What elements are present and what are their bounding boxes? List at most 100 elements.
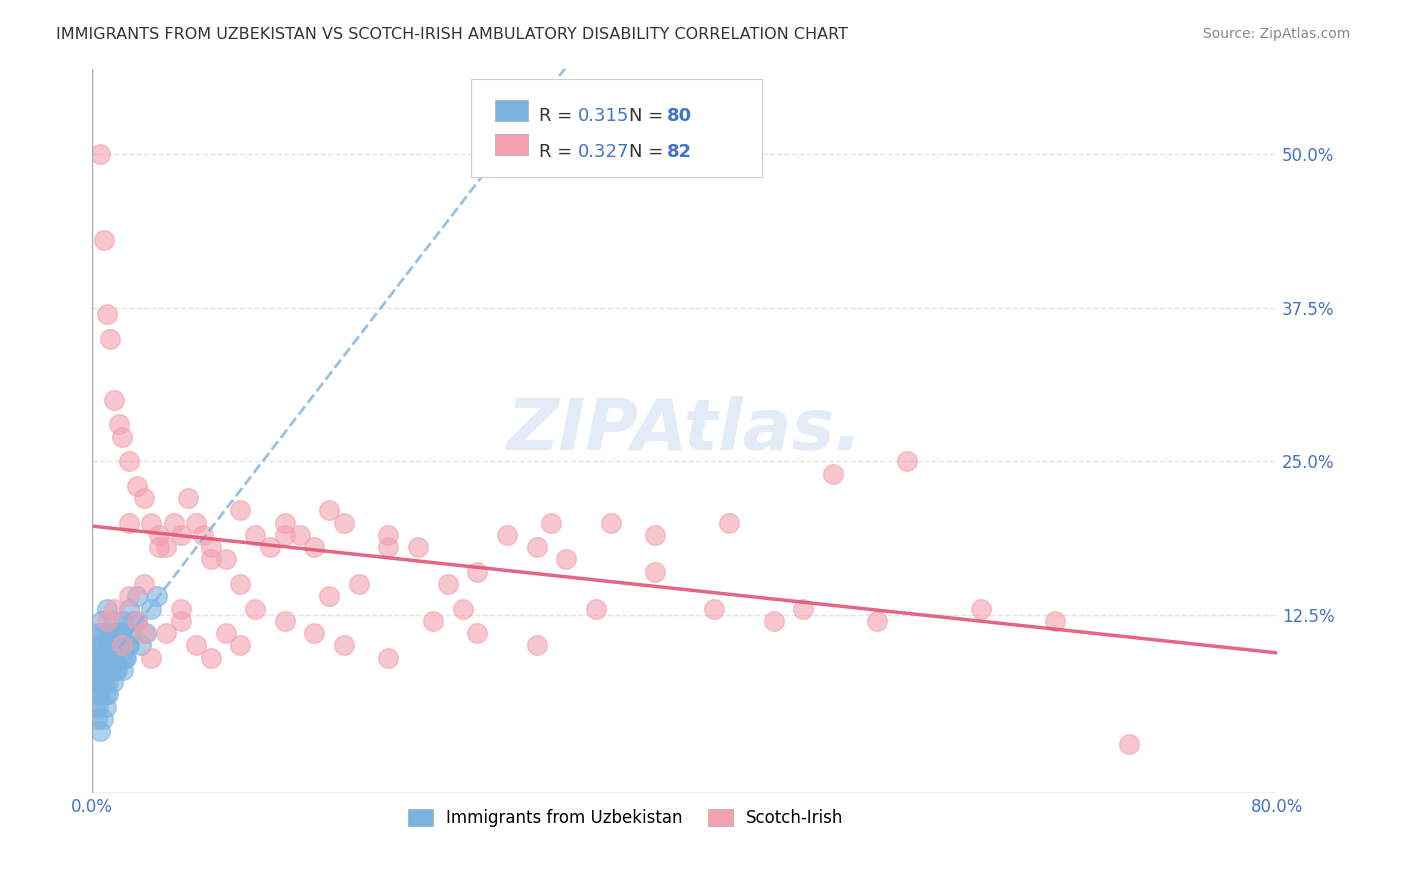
Point (1043, 614, 1066, 628)
Point (496, 528, 519, 542)
Point (118, 639, 141, 653)
Point (90, 663, 112, 677)
Point (644, 528, 666, 542)
Point (105, 639, 128, 653)
Point (94, 626, 117, 640)
Point (792, 601, 814, 615)
Point (243, 601, 266, 615)
Point (377, 650, 399, 665)
Point (93, 675, 115, 690)
Point (377, 528, 399, 542)
Point (94, 663, 117, 677)
Point (170, 601, 193, 615)
Point (115, 650, 138, 665)
Point (122, 614, 145, 628)
Point (87, 699, 110, 714)
Point (718, 516, 741, 530)
Point (103, 650, 125, 665)
Text: 0.327: 0.327 (578, 143, 630, 161)
Point (243, 528, 266, 542)
Point (970, 601, 993, 615)
Point (200, 540, 222, 554)
Point (274, 614, 297, 628)
Point (96, 307, 118, 321)
Point (333, 516, 356, 530)
Point (86, 712, 108, 726)
Point (110, 626, 132, 640)
Point (111, 430, 134, 444)
Point (118, 589, 141, 603)
Point (104, 626, 127, 640)
Point (98, 332, 121, 346)
Point (98, 663, 121, 677)
Point (96, 601, 118, 615)
Point (103, 614, 125, 628)
Legend: Immigrants from Uzbekistan, Scotch-Irish: Immigrants from Uzbekistan, Scotch-Irish (399, 800, 852, 835)
Text: 0.315: 0.315 (578, 107, 630, 125)
Point (347, 577, 370, 591)
Point (96, 614, 118, 628)
Point (91, 675, 114, 690)
Point (762, 614, 785, 628)
Text: N =: N = (628, 107, 669, 125)
Point (100, 639, 122, 653)
Point (703, 601, 725, 615)
Point (118, 454, 141, 468)
Point (132, 491, 155, 505)
Point (100, 626, 122, 640)
Point (94, 663, 117, 677)
Point (377, 540, 399, 554)
Point (214, 626, 236, 640)
Text: R =: R = (538, 143, 578, 161)
Point (100, 626, 122, 640)
Point (465, 626, 488, 640)
Point (84, 650, 107, 665)
Point (93, 233, 115, 247)
Point (114, 650, 136, 665)
Text: 80: 80 (666, 107, 692, 125)
Point (540, 516, 562, 530)
Point (422, 614, 444, 628)
Point (644, 565, 666, 579)
Point (148, 528, 170, 542)
Point (163, 516, 186, 530)
Point (406, 540, 429, 554)
Point (86, 675, 108, 690)
Point (89, 675, 111, 690)
Point (90, 614, 112, 628)
Point (108, 639, 131, 653)
Point (274, 516, 297, 530)
Text: IMMIGRANTS FROM UZBEKISTAN VS SCOTCH-IRISH AMBULATORY DISABILITY CORRELATION CHA: IMMIGRANTS FROM UZBEKISTAN VS SCOTCH-IRI… (56, 27, 848, 42)
Point (97, 639, 120, 653)
Point (200, 650, 222, 665)
Point (97, 639, 120, 653)
Point (104, 663, 127, 677)
Point (91, 626, 114, 640)
Point (89, 724, 111, 739)
Point (91, 712, 114, 726)
Point (87, 626, 110, 640)
Point (105, 663, 128, 677)
Point (93, 650, 115, 665)
Point (93, 675, 115, 690)
Point (93, 650, 115, 665)
Point (148, 540, 170, 554)
Point (86, 688, 108, 702)
Point (103, 650, 125, 665)
Point (91, 639, 114, 653)
Point (259, 540, 281, 554)
Point (90, 639, 112, 653)
Point (103, 601, 125, 615)
Point (87, 675, 110, 690)
Point (129, 639, 152, 653)
Point (111, 626, 134, 640)
Point (125, 614, 148, 628)
Point (141, 516, 163, 530)
Point (118, 516, 141, 530)
Point (170, 614, 193, 628)
Point (101, 639, 124, 653)
Point (896, 454, 918, 468)
Point (98, 650, 121, 665)
Point (89, 650, 111, 665)
Text: ZIPAtlas.: ZIPAtlas. (506, 396, 863, 465)
